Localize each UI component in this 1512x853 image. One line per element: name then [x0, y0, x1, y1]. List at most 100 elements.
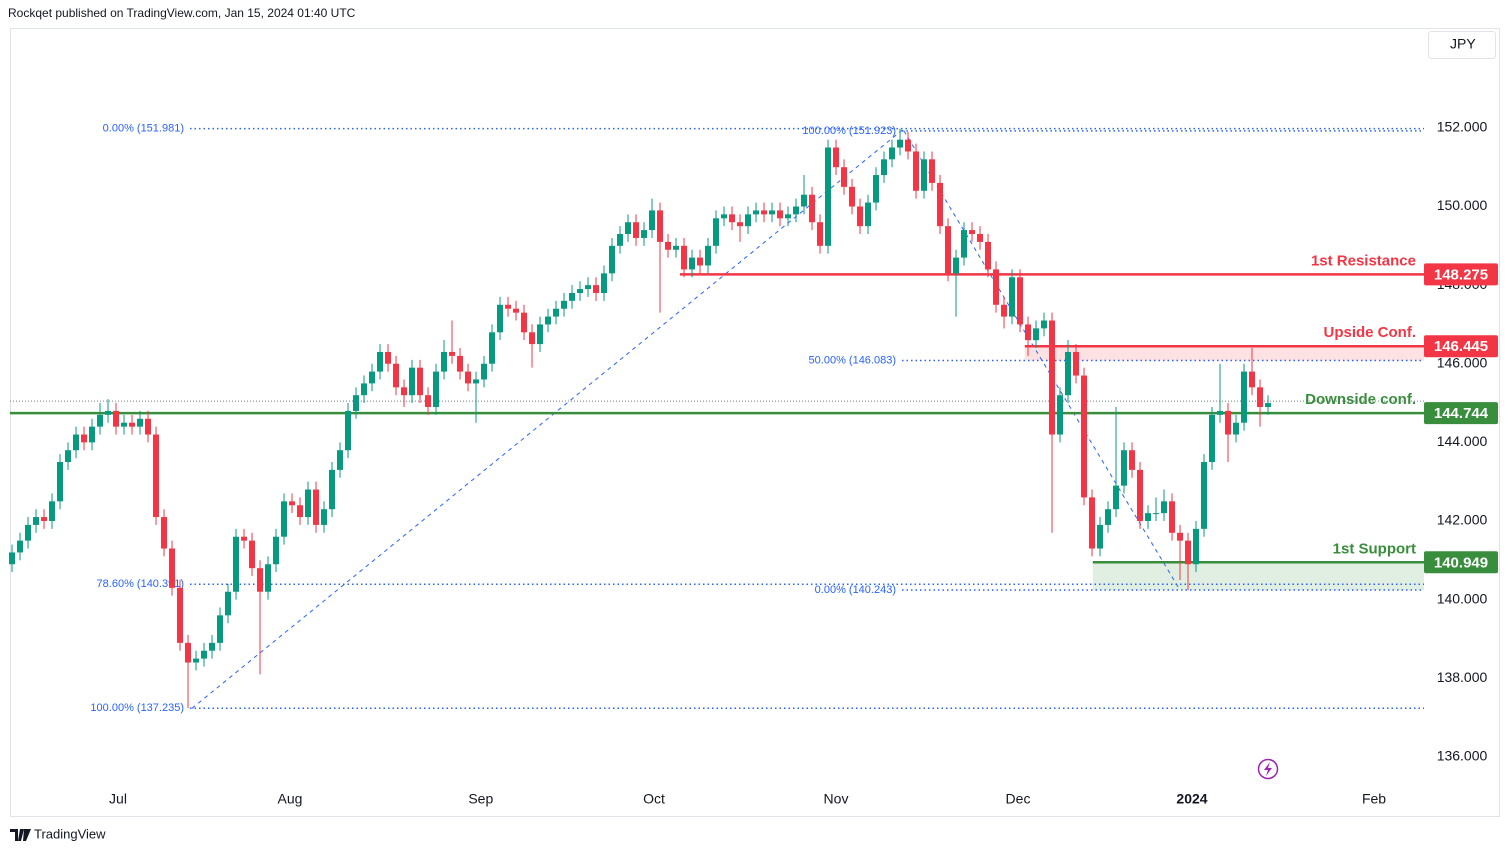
candle-body: [1025, 324, 1031, 341]
candle-body: [321, 509, 327, 525]
candle-body: [17, 540, 23, 553]
candle-body: [1089, 497, 1095, 549]
candle-body: [617, 234, 623, 246]
candle-body: [1081, 375, 1087, 498]
brand-logo[interactable]: TradingView: [10, 826, 106, 841]
candle-body: [81, 434, 87, 443]
candle-body: [633, 222, 639, 238]
candle-body: [377, 351, 383, 372]
candle-body: [513, 308, 519, 313]
candle-body: [201, 650, 207, 659]
level-name: Upside Conf.: [1324, 324, 1417, 341]
candle-body: [241, 536, 247, 541]
candle-body: [273, 536, 279, 565]
price-box: [1424, 402, 1498, 425]
candle-body: [89, 426, 95, 443]
candle-body: [473, 379, 479, 384]
y-tick-label: 146.000: [1437, 354, 1488, 370]
candle-body: [1105, 509, 1111, 525]
candle-body: [369, 371, 375, 384]
candle-body: [801, 194, 807, 207]
candle-body: [889, 147, 895, 160]
x-tick-label: Dec: [1006, 791, 1031, 807]
candle-body: [1161, 501, 1167, 514]
candle-body: [465, 371, 471, 384]
candle-body: [761, 210, 767, 215]
candle-body: [985, 241, 991, 270]
candle-body: [25, 524, 31, 541]
icon-circle: [1257, 758, 1279, 780]
candle-body: [121, 422, 127, 427]
candle-body: [561, 300, 567, 309]
candle-body: [393, 363, 399, 388]
candle-body: [161, 517, 167, 549]
candle-body: [417, 367, 423, 396]
fib-level-label: 0.00% (151.981): [103, 123, 184, 135]
candle-body: [33, 517, 39, 525]
candle-body: [41, 517, 47, 521]
fib-level-label: 50.00% (146.083): [809, 354, 896, 366]
candle-body: [1049, 320, 1055, 435]
candle-body: [185, 642, 191, 663]
candle-body: [601, 273, 607, 293]
candle-body: [313, 489, 319, 525]
candle-body: [1217, 410, 1223, 415]
currency-button[interactable]: [1428, 31, 1496, 59]
candle-body: [865, 202, 871, 227]
candle-body: [521, 312, 527, 333]
candle-body: [289, 501, 295, 506]
lightning-icon[interactable]: [1257, 758, 1279, 780]
candle-body: [409, 367, 415, 396]
candle-body: [329, 469, 335, 510]
candle-body: [681, 245, 687, 270]
candle-body: [209, 642, 215, 651]
candle-body: [841, 167, 847, 187]
candle-body: [569, 292, 575, 301]
candle-body: [1169, 501, 1175, 533]
candle-body: [769, 210, 775, 215]
candle-body: [745, 214, 751, 227]
y-tick-label: 140.000: [1437, 590, 1488, 606]
fib-level-label: 100.00% (151.923): [802, 125, 896, 137]
candle-body: [553, 308, 559, 317]
candle-body: [737, 222, 743, 227]
candle-body: [1185, 540, 1191, 565]
candle-body: [57, 462, 63, 502]
y-tick-label: 138.000: [1437, 669, 1488, 685]
candle-body: [993, 269, 999, 305]
candle-body: [593, 285, 599, 293]
candle-body: [265, 564, 271, 592]
candle-body: [953, 257, 959, 274]
y-tick-label: 144.000: [1437, 433, 1488, 449]
candle-body: [497, 304, 503, 333]
x-tick-label: 2024: [1176, 791, 1207, 807]
price-box-label: 146.445: [1434, 338, 1488, 355]
candle-body: [825, 147, 831, 246]
candle-body: [913, 151, 919, 191]
candle-body: [753, 210, 759, 215]
candle-body: [113, 410, 119, 427]
candle-body: [1225, 410, 1231, 435]
candle-body: [337, 450, 343, 470]
candle-body: [1257, 387, 1263, 407]
candle-body: [625, 222, 631, 235]
candle-body: [1265, 403, 1271, 407]
candle-body: [505, 304, 511, 309]
price-box: [1424, 263, 1498, 286]
x-tick-label: Sep: [468, 791, 493, 807]
candle-body: [977, 234, 983, 242]
candle-body: [1041, 320, 1047, 329]
candle-body: [921, 159, 927, 191]
candle-body: [729, 214, 735, 223]
candle-body: [577, 289, 583, 293]
candle-body: [1097, 524, 1103, 549]
y-tick-label: 152.000: [1437, 119, 1488, 135]
candle-body: [849, 186, 855, 207]
candle-body: [441, 351, 447, 372]
candle-body: [545, 316, 551, 325]
candle-body: [905, 139, 911, 152]
price-box: [1424, 551, 1498, 574]
fib-level-label: 0.00% (140.243): [815, 584, 896, 596]
candle-body: [1033, 328, 1039, 341]
